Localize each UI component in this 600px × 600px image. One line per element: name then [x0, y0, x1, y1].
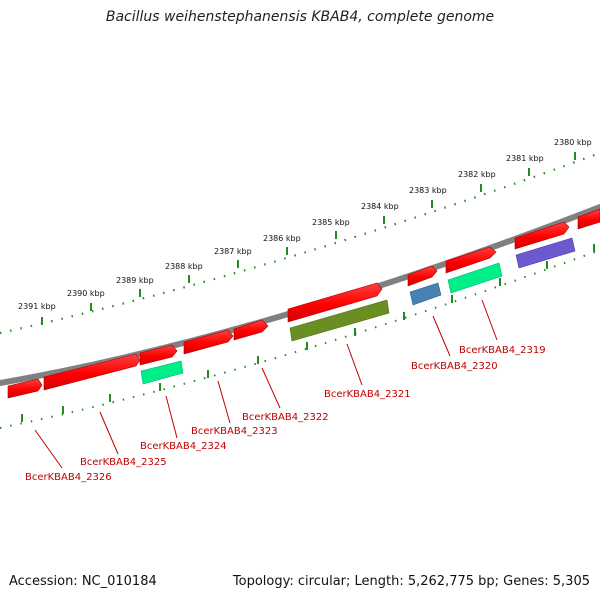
- scale-tick-label: 2383 kbp: [409, 186, 447, 195]
- gene-arrow-2321: [287, 282, 383, 323]
- cog-box-2318: [515, 237, 576, 269]
- gene-arrow-2324: [139, 344, 178, 366]
- gene-arrow-2323: [183, 329, 234, 355]
- scale-tick-label: 2380 kbp: [554, 138, 592, 147]
- gene-leader-lines: [34, 299, 498, 469]
- gene-label-2320: BcerKBAB4_2320: [411, 361, 498, 372]
- scale-tick-label: 2389 kbp: [116, 276, 154, 285]
- scale-tick-label: 2382 kbp: [458, 170, 496, 179]
- cog-box-2320: [409, 282, 442, 306]
- cog-box-2321: [289, 299, 390, 342]
- gene-arrow-2319: [445, 246, 497, 274]
- topology-summary: Topology: circular; Length: 5,262,775 bp…: [232, 574, 590, 589]
- gene-arrow-2318: [514, 221, 570, 250]
- scale-tick-label: 2391 kbp: [18, 302, 56, 311]
- gene-label-2323: BcerKBAB4_2323: [191, 426, 278, 437]
- scale-tick-label: 2385 kbp: [312, 218, 350, 227]
- genome-backbone: [0, 204, 600, 386]
- gene-arrow-2326: [7, 378, 43, 399]
- gene-arrow-2322: [233, 319, 269, 341]
- cog-boxes: [140, 237, 576, 385]
- gene-arrow-2317: [577, 208, 600, 230]
- scale-tick-label: 2388 kbp: [165, 262, 203, 271]
- scale-tick-label: 2381 kbp: [506, 154, 544, 163]
- gene-label-2326: BcerKBAB4_2326: [25, 472, 112, 483]
- gene-label-2319: BcerKBAB4_2319: [459, 345, 546, 356]
- gene-label-2322: BcerKBAB4_2322: [242, 412, 329, 423]
- gene-label-2324: BcerKBAB4_2324: [140, 441, 227, 452]
- scale-tick-label: 2390 kbp: [67, 289, 105, 298]
- gene-labels: BcerKBAB4_2319 BcerKBAB4_2320 BcerKBAB4_…: [25, 345, 546, 483]
- lower-track-ticks: [21, 244, 595, 422]
- gene-arrow-2325: [43, 353, 141, 391]
- forward-strand-genes: [7, 208, 600, 399]
- cog-box-2324: [140, 360, 184, 385]
- scale-tick-label: 2386 kbp: [263, 234, 301, 243]
- gene-arrow-2320: [407, 265, 438, 287]
- map-title: Bacillus weihenstephanensis KBAB4, compl…: [105, 9, 495, 25]
- gene-label-2325: BcerKBAB4_2325: [80, 457, 167, 468]
- scale-track: 2380 kbp 2381 kbp 2382 kbp 2383 kbp 2384 kbp…: [0, 138, 600, 335]
- accession-text: Accession: NC_010184: [9, 574, 157, 589]
- gene-label-2321: BcerKBAB4_2321: [324, 389, 411, 400]
- cog-box-2319: [447, 262, 503, 294]
- scale-tick-label: 2387 kbp: [214, 247, 252, 256]
- scale-tick-label: 2384 kbp: [361, 202, 399, 211]
